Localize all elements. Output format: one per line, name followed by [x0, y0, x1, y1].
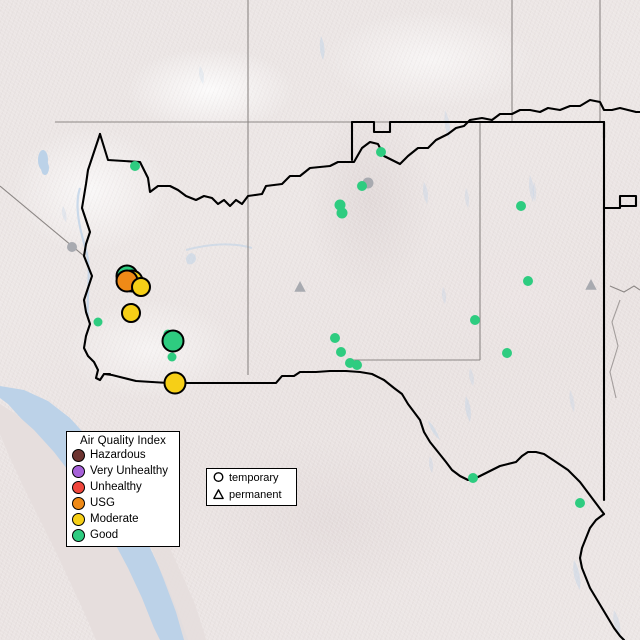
aqi-legend-label: Hazardous — [90, 449, 146, 461]
aqi-legend-row[interactable]: Moderate — [67, 511, 179, 527]
monitor-marker-nodata-permanent[interactable] — [585, 279, 597, 290]
monitor-marker-nodata-temporary[interactable] — [67, 242, 77, 252]
monitor-marker-temporary[interactable] — [163, 371, 187, 395]
monitor-marker-temporary[interactable] — [131, 277, 151, 297]
monitor-marker-permanent[interactable] — [336, 347, 346, 357]
aqi-legend-title: Air Quality Index — [79, 435, 167, 447]
aqi-legend-swatch — [72, 448, 85, 462]
monitor-marker-temporary[interactable] — [161, 329, 185, 353]
monitor-marker-permanent[interactable] — [167, 352, 177, 362]
aqi-legend-row[interactable]: Good — [67, 527, 179, 543]
monitor-marker-permanent[interactable] — [502, 348, 512, 358]
legend-row-permanent: permanent — [207, 486, 296, 503]
monitor-marker-permanent[interactable] — [575, 498, 585, 508]
monitor-marker-permanent[interactable] — [93, 317, 103, 327]
legend-label-permanent: permanent — [229, 488, 282, 501]
aqi-legend-swatch — [72, 496, 85, 510]
aqi-legend-swatch — [72, 480, 85, 494]
triangle-outline-icon — [213, 489, 224, 500]
aqi-legend-swatch — [72, 512, 85, 526]
legend-label-temporary: temporary — [229, 471, 279, 484]
aqi-legend-row[interactable]: USG — [67, 495, 179, 511]
aqi-legend-label: Good — [90, 529, 119, 541]
monitor-marker-permanent[interactable] — [352, 360, 362, 370]
aqi-legend-label: Moderate — [90, 513, 139, 525]
monitor-marker-permanent[interactable] — [357, 181, 367, 191]
monitor-marker-permanent[interactable] — [330, 333, 340, 343]
monitor-marker-permanent[interactable] — [468, 473, 478, 483]
aqi-legend-swatch — [72, 528, 85, 542]
monitor-marker-nodata-permanent[interactable] — [294, 281, 306, 292]
legend-row-temporary: temporary — [207, 469, 296, 486]
monitor-marker-permanent[interactable] — [470, 315, 480, 325]
aqi-legend-row[interactable]: Very Unhealthy — [67, 463, 179, 479]
circle-outline-icon — [213, 472, 224, 483]
aqi-legend-row[interactable]: Hazardous — [67, 447, 179, 463]
monitor-marker-permanent[interactable] — [130, 161, 140, 171]
aqi-legend: Air Quality Index Hazardous Very Unhealth… — [66, 431, 180, 547]
aqi-legend-row[interactable]: Unhealthy — [67, 479, 179, 495]
monitor-marker-temporary[interactable] — [121, 303, 141, 323]
marker-shape-legend: temporary permanent — [206, 468, 297, 506]
monitor-marker-permanent[interactable] — [516, 201, 526, 211]
aqi-legend-label: Very Unhealthy — [90, 465, 168, 477]
aqi-legend-swatch — [72, 464, 85, 478]
monitor-marker-permanent[interactable] — [376, 147, 386, 157]
aqi-legend-label: Unhealthy — [90, 481, 142, 493]
monitor-marker-permanent[interactable] — [336, 207, 348, 219]
monitor-marker-permanent[interactable] — [523, 276, 533, 286]
aqi-legend-label: USG — [90, 497, 115, 509]
